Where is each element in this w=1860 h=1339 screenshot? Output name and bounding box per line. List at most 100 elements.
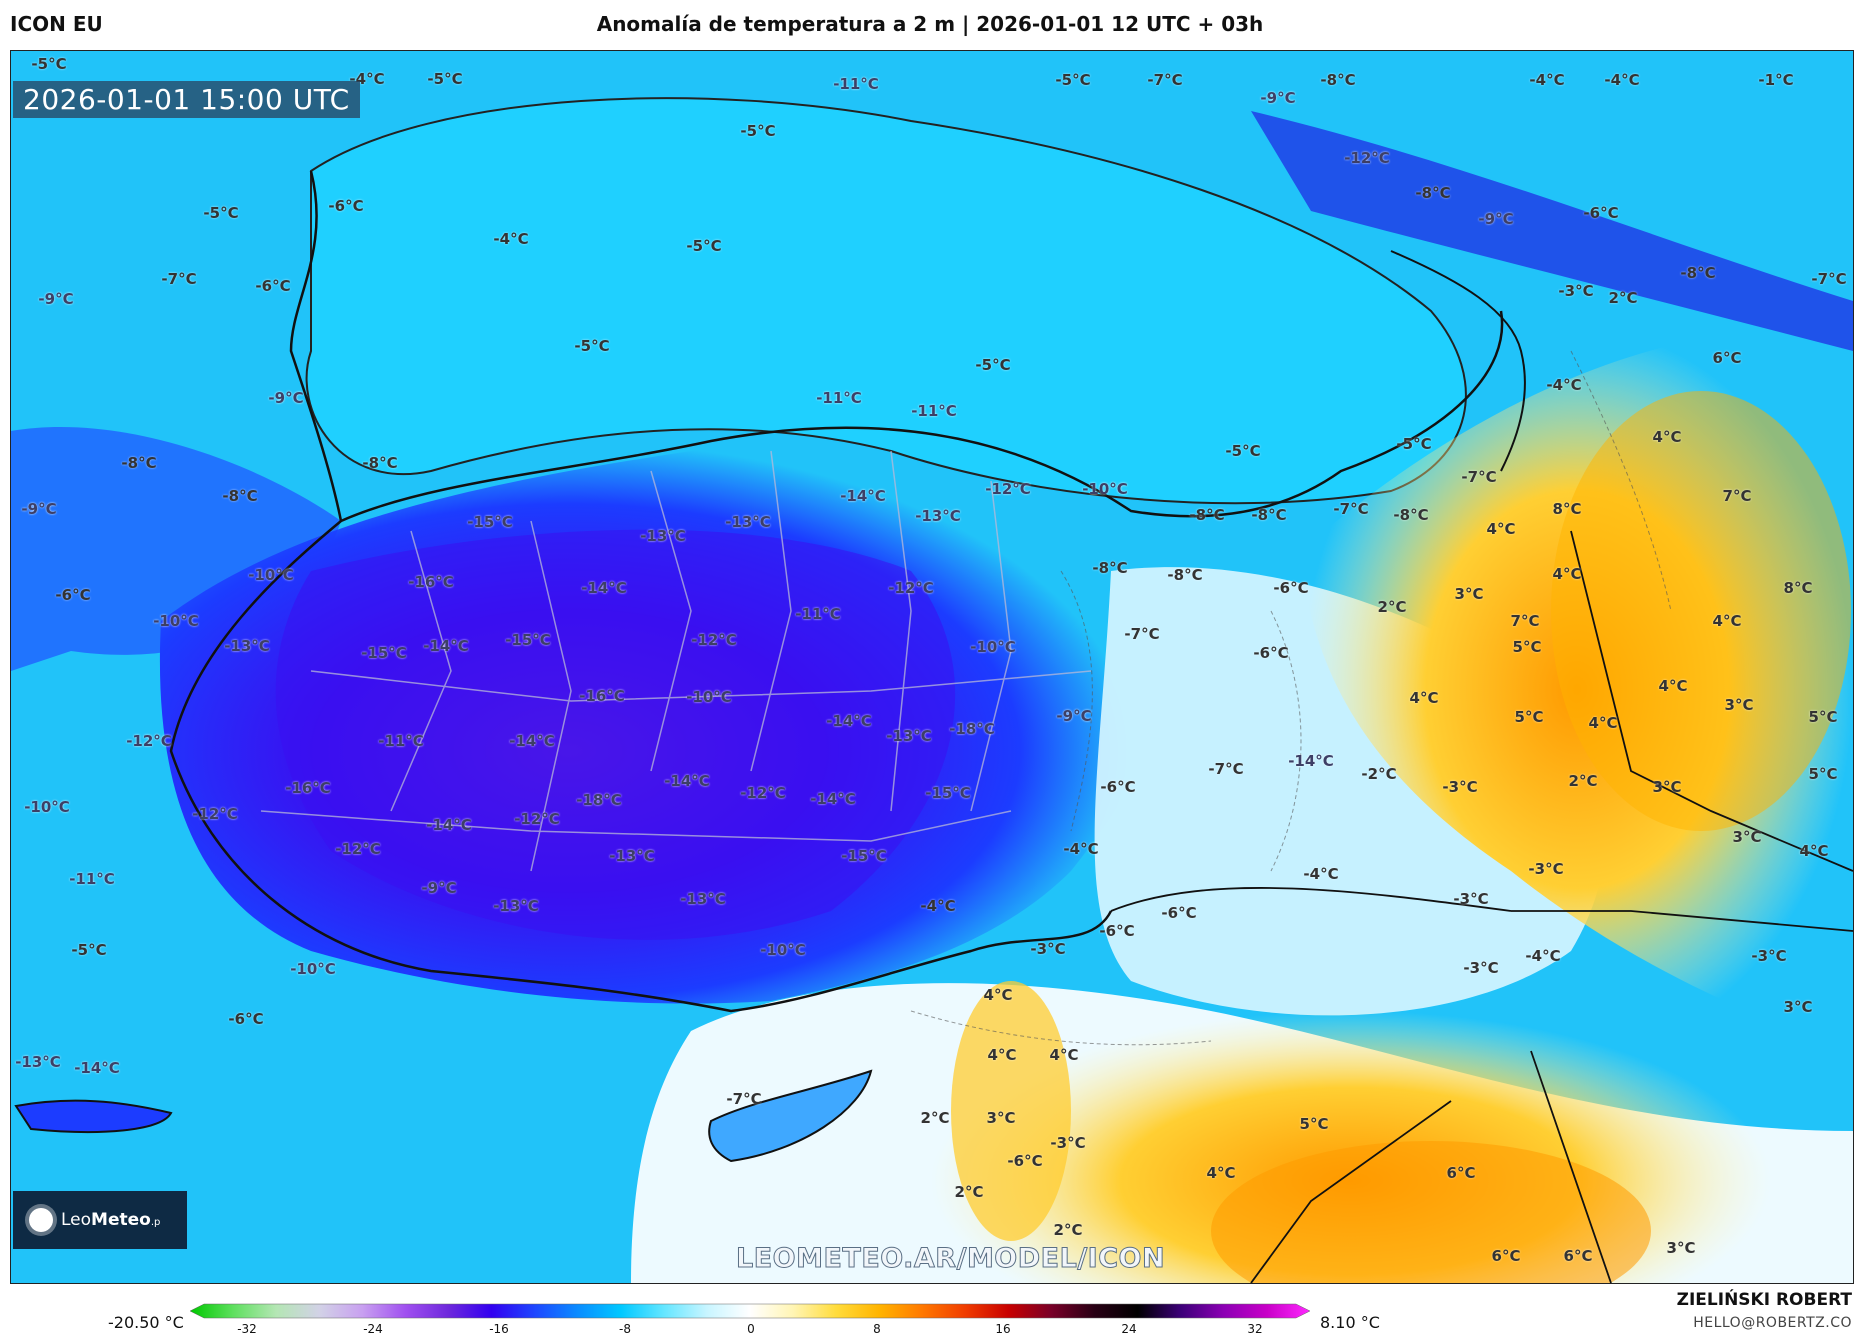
temperature-label: -7°C (1208, 760, 1244, 778)
temperature-label: -10°C (248, 566, 294, 584)
temperature-label: -8°C (1251, 506, 1287, 524)
author-email[interactable]: HELLO@ROBERTZ.CO (1693, 1315, 1852, 1331)
temperature-label: 2°C (954, 1183, 984, 1201)
temperature-label: 6°C (1446, 1164, 1476, 1182)
temperature-label: 5°C (1514, 708, 1544, 726)
temperature-label: -3°C (1528, 860, 1564, 878)
model-name: ICON EU (10, 12, 103, 36)
temperature-label: 4°C (1486, 520, 1516, 538)
colorbar-tick-label: 32 (1247, 1322, 1263, 1336)
temperature-label: -6°C (328, 197, 364, 215)
colorbar-tick-label: -32 (237, 1322, 257, 1336)
temperature-label: -9°C (38, 290, 74, 308)
temperature-label: -5°C (1225, 442, 1261, 460)
province-borders (260, 450, 1092, 872)
temperature-label: -15°C (925, 784, 971, 802)
temperature-label: -2°C (1361, 765, 1397, 783)
balkan-coastline (289, 170, 343, 522)
temperature-label: -8°C (1189, 506, 1225, 524)
temperature-label: -7°C (1461, 468, 1497, 486)
colorbar-tick-label: -24 (363, 1322, 383, 1336)
temperature-label: -10°C (686, 688, 732, 706)
temperature-label: 4°C (1658, 677, 1688, 695)
author-name: ZIELIŃSKI ROBERT (1676, 1290, 1852, 1310)
temperature-label: 3°C (1783, 998, 1813, 1016)
temperature-label: -13°C (680, 890, 726, 908)
valid-time-badge: 2026-01-01 15:00 UTC (13, 81, 360, 118)
temperature-label: -7°C (1811, 270, 1847, 288)
levant-warm-strip (951, 981, 1071, 1241)
temperature-label: 4°C (1049, 1046, 1079, 1064)
temperature-label: -9°C (421, 879, 457, 897)
temperature-label: -12°C (888, 579, 934, 597)
temperature-label: -7°C (161, 270, 197, 288)
temperature-label: -11°C (795, 605, 841, 623)
temperature-label: -16°C (408, 573, 454, 591)
temperature-label: -14°C (74, 1059, 120, 1077)
caucasus-coastline (1390, 250, 1526, 472)
temperature-label: -13°C (725, 513, 771, 531)
temperature-label: -10°C (24, 798, 70, 816)
temperature-label: -8°C (1167, 566, 1203, 584)
temperature-label: 6°C (1712, 349, 1742, 367)
temperature-label: -9°C (268, 389, 304, 407)
contour-lines (910, 350, 1672, 1046)
temperature-label: -4°C (1303, 865, 1339, 883)
temperature-label: -5°C (1055, 71, 1091, 89)
temperature-label: -14°C (664, 772, 710, 790)
temperature-label: -7°C (726, 1090, 762, 1108)
temperature-label: -15°C (505, 631, 551, 649)
temperature-label: -15°C (361, 644, 407, 662)
temperature-label: -10°C (760, 941, 806, 959)
temperature-label: 5°C (1808, 708, 1838, 726)
temperature-label: -12°C (335, 840, 381, 858)
temperature-label: -5°C (574, 337, 610, 355)
temperature-label: -3°C (1463, 959, 1499, 977)
temperature-label: -12°C (514, 810, 560, 828)
temperature-label: 4°C (983, 986, 1013, 1004)
colorbar-tick-label: 0 (747, 1322, 755, 1336)
temperature-label: 5°C (1512, 638, 1542, 656)
temperature-label: -6°C (1583, 204, 1619, 222)
temperature-label: -6°C (1273, 579, 1309, 597)
temperature-label: -8°C (362, 454, 398, 472)
temperature-label: -13°C (493, 897, 539, 915)
temperature-label: -11°C (816, 389, 862, 407)
colorbar-tick-label: 16 (995, 1322, 1011, 1336)
temperature-label: 3°C (1666, 1239, 1696, 1257)
temperature-label: -9°C (1260, 89, 1296, 107)
temperature-label: -6°C (1161, 904, 1197, 922)
temperature-label: -10°C (153, 612, 199, 630)
temperature-label: -11°C (911, 402, 957, 420)
temperature-label: -14°C (423, 637, 469, 655)
temperature-label: -13°C (915, 507, 961, 525)
temperature-label: 4°C (1652, 428, 1682, 446)
temperature-label: -8°C (121, 454, 157, 472)
temperature-label: -12°C (1344, 149, 1390, 167)
country-borders (1110, 530, 1853, 1283)
leometeo-logo[interactable]: LeoMeteo.p (13, 1191, 187, 1249)
syria-warm-core (1211, 1141, 1651, 1283)
temperature-label: -5°C (427, 70, 463, 88)
temperature-label: -6°C (55, 586, 91, 604)
temperature-label: -12°C (691, 631, 737, 649)
colorbar-min-value: -20.50 °C (108, 1313, 184, 1332)
temperature-label: -5°C (71, 941, 107, 959)
temperature-label: 4°C (987, 1046, 1017, 1064)
temperature-label: 4°C (1206, 1164, 1236, 1182)
temperature-label: -3°C (1453, 890, 1489, 908)
temperature-label: -4°C (1529, 71, 1565, 89)
colorbar-tick-label: -16 (489, 1322, 509, 1336)
temperature-label: -13°C (640, 527, 686, 545)
temperature-label: -11°C (69, 870, 115, 888)
temperature-label: -8°C (1320, 71, 1356, 89)
temperature-anomaly-map[interactable]: -5°C -4°C -5°C -11°C -5°C -7°C -8°C -4°C -4°C -1°… (10, 50, 1854, 1284)
brand-name: LeoMeteo.p (61, 1210, 161, 1230)
temperature-label: -14°C (581, 579, 627, 597)
temperature-label: -4°C (1063, 840, 1099, 858)
temperature-label: 7°C (1510, 612, 1540, 630)
temperature-label: -13°C (224, 637, 270, 655)
temperature-label: -9°C (1478, 210, 1514, 228)
temperature-label: 2°C (1377, 598, 1407, 616)
source-watermark: LEOMETEO.AR/MODEL/ICON (735, 1243, 1166, 1275)
